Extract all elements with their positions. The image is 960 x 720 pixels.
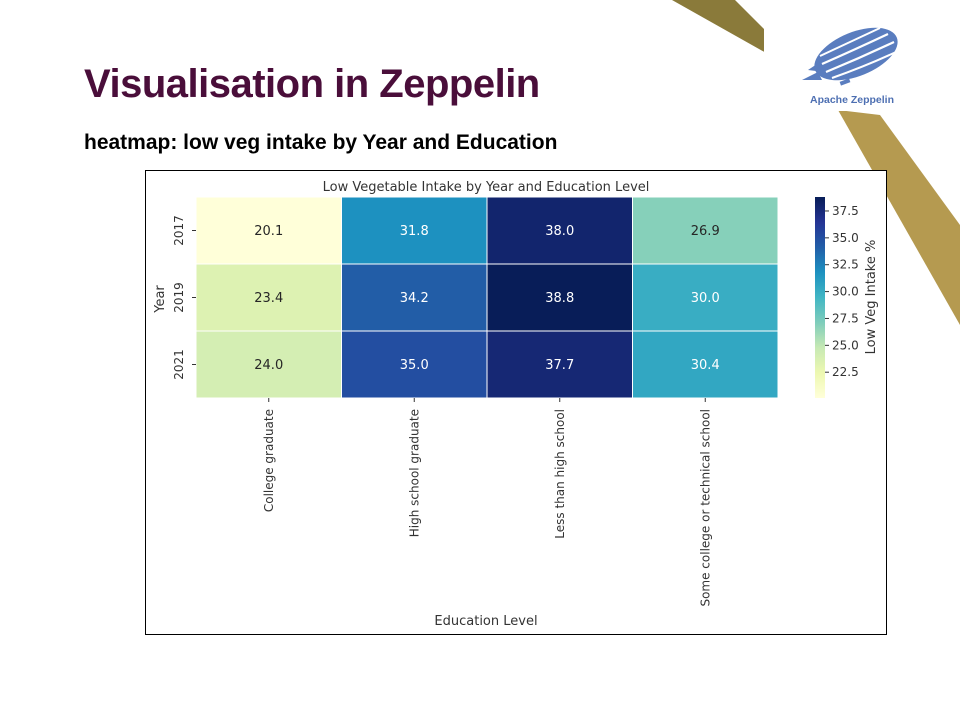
y-tick-label: 2017 <box>172 215 186 246</box>
cell-value-label: 31.8 <box>400 224 429 239</box>
cell-value-label: 30.4 <box>691 358 720 373</box>
x-tick-label: College graduate <box>262 409 276 512</box>
x-tick-label: Some college or technical school <box>698 409 712 607</box>
apache-zeppelin-logo: Apache Zeppelin <box>764 12 940 111</box>
x-tick-label: High school graduate <box>407 409 421 537</box>
heatmap-cell <box>195 196 342 265</box>
heatmap-cell <box>341 196 488 265</box>
colorbar-label: Low Veg Intake % <box>864 240 879 355</box>
chart-title: Low Vegetable Intake by Year and Educati… <box>323 180 650 195</box>
colorbar-tick-label: 25.0 <box>832 338 859 352</box>
heatmap-cell <box>486 196 633 265</box>
cell-value-label: 35.0 <box>400 358 429 373</box>
y-tick-label: 2021 <box>172 349 186 380</box>
colorbar-tick-label: 32.5 <box>832 258 859 272</box>
cell-value-label: 37.7 <box>545 358 574 373</box>
colorbar <box>815 197 825 398</box>
slide-subtitle: heatmap: low veg intake by Year and Educ… <box>84 131 558 154</box>
cell-value-label: 34.2 <box>400 291 429 306</box>
heatmap-cell <box>195 330 342 399</box>
x-axis-label: Education Level <box>434 614 537 629</box>
zeppelin-airship-icon <box>802 27 898 86</box>
colorbar-tick-label: 37.5 <box>832 204 859 218</box>
olive-swoosh <box>672 0 790 58</box>
heatmap-chart: Low Vegetable Intake by Year and Educati… <box>145 170 887 635</box>
colorbar-tick-label: 22.5 <box>832 365 859 379</box>
heatmap-cell <box>486 263 633 332</box>
heatmap-cell <box>486 330 633 399</box>
gold-swoosh <box>838 110 960 325</box>
x-tick-label: Less than high school <box>553 409 567 539</box>
slide-title: Visualisation in Zeppelin <box>84 62 540 106</box>
logo-text: Apache Zeppelin <box>809 94 894 106</box>
colorbar-tick-label: 30.0 <box>832 285 859 299</box>
heatmap-cell <box>341 263 488 332</box>
colorbar-tick-label: 35.0 <box>832 231 859 245</box>
heatmap-cell <box>632 263 779 332</box>
heatmap-cell <box>632 330 779 399</box>
y-axis-label: Year <box>153 285 168 314</box>
heatmap-svg: Low Vegetable Intake by Year and Educati… <box>153 180 879 629</box>
y-tick-label: 2019 <box>172 282 186 313</box>
cell-value-label: 38.8 <box>545 291 574 306</box>
cell-value-label: 23.4 <box>254 291 283 306</box>
cell-value-label: 26.9 <box>691 224 720 239</box>
cell-value-label: 30.0 <box>691 291 720 306</box>
colorbar-tick-label: 27.5 <box>832 311 859 325</box>
cell-value-label: 24.0 <box>254 358 283 373</box>
cell-value-label: 38.0 <box>545 224 574 239</box>
cell-value-label: 20.1 <box>254 224 283 239</box>
